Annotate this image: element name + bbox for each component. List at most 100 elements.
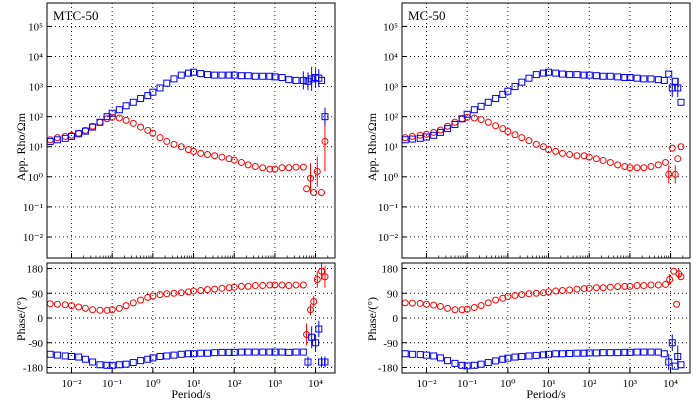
data-point xyxy=(626,164,634,172)
data-point xyxy=(149,88,157,96)
data-point xyxy=(53,134,61,142)
data-point xyxy=(75,303,83,311)
data-point xyxy=(606,158,614,166)
data-point xyxy=(237,158,245,166)
data-point xyxy=(599,349,607,357)
data-point xyxy=(321,273,329,281)
data-point xyxy=(539,289,547,297)
data-point xyxy=(477,102,485,110)
data-point xyxy=(237,348,245,356)
data-point xyxy=(430,301,438,309)
data-point xyxy=(299,281,307,289)
data-point xyxy=(647,281,655,289)
data-point xyxy=(647,348,655,356)
data-point xyxy=(580,152,588,160)
data-point xyxy=(285,282,293,290)
data-point xyxy=(444,122,452,130)
data-point xyxy=(225,284,233,292)
data-point xyxy=(451,359,459,367)
x-tick-label: 10⁴ xyxy=(663,378,678,390)
data-point xyxy=(470,304,478,312)
data-point xyxy=(558,149,566,157)
data-point xyxy=(518,134,526,142)
data-point xyxy=(640,75,648,83)
data-point xyxy=(621,74,629,82)
data-point xyxy=(156,134,164,142)
data-point xyxy=(230,348,238,356)
data-point xyxy=(163,137,171,145)
data-point xyxy=(321,358,329,366)
data-point xyxy=(470,106,478,114)
data-point xyxy=(499,125,507,133)
series-yx xyxy=(401,68,685,144)
y-tick-label: 10⁻¹ xyxy=(378,202,398,214)
data-point xyxy=(463,305,471,313)
data-point xyxy=(211,71,219,79)
x-tick-label: 10² xyxy=(227,378,242,390)
data-point xyxy=(259,164,267,172)
data-point xyxy=(633,164,641,172)
data-point xyxy=(266,72,274,80)
data-point xyxy=(674,155,682,163)
phase-plot-mtc-50: 10⁻² 10⁻¹ 10⁰ 10¹ 10² 10³ 10⁴ 180 90 0 -90 -180 xyxy=(23,262,336,390)
data-point xyxy=(251,163,259,171)
data-point xyxy=(552,350,560,358)
data-point xyxy=(525,74,533,82)
station-title: MTC-50 xyxy=(53,8,99,23)
data-point xyxy=(115,361,123,369)
data-point xyxy=(292,163,300,171)
data-point xyxy=(585,349,593,357)
data-point xyxy=(310,298,318,305)
phase-y-axis-label: Phase/(°) xyxy=(14,297,28,341)
data-point xyxy=(626,74,634,82)
data-point xyxy=(477,302,485,310)
data-point xyxy=(470,361,478,369)
data-point xyxy=(444,304,452,312)
data-point xyxy=(614,161,622,169)
data-point xyxy=(244,161,252,169)
data-point xyxy=(308,75,316,83)
x-tick-label: 10⁻¹ xyxy=(457,378,477,390)
data-point xyxy=(539,69,547,77)
data-point xyxy=(674,84,682,92)
data-point xyxy=(444,125,452,133)
data-point xyxy=(46,300,54,308)
data-point xyxy=(654,161,662,169)
data-point xyxy=(251,72,259,80)
data-point xyxy=(525,352,533,360)
data-point xyxy=(518,353,526,360)
data-point xyxy=(163,290,171,298)
data-point xyxy=(163,352,171,360)
data-point xyxy=(408,350,416,358)
phase-plot-frame xyxy=(401,262,691,374)
x-axis-label: Period/s xyxy=(171,387,211,401)
data-point xyxy=(592,349,600,357)
y-tick-label: -180 xyxy=(23,363,44,375)
data-point xyxy=(422,133,430,141)
data-point xyxy=(53,351,61,359)
data-point xyxy=(677,143,685,151)
data-point xyxy=(67,353,75,360)
data-point xyxy=(573,285,581,293)
data-point xyxy=(313,276,321,283)
panel-mc-50: App. Rho/Ωm Phase/(°) Period/s 10⁻²10⁻¹1… xyxy=(365,2,691,401)
data-point xyxy=(292,76,300,84)
data-point xyxy=(321,137,329,145)
data-point xyxy=(211,152,219,160)
data-point xyxy=(115,114,123,122)
x-axis-label: Period/s xyxy=(526,387,566,401)
data-point xyxy=(122,116,130,124)
data-point xyxy=(197,70,205,78)
data-point xyxy=(271,73,279,81)
data-point xyxy=(532,289,540,297)
data-point xyxy=(61,132,69,140)
data-point xyxy=(545,350,553,358)
data-point xyxy=(177,350,185,358)
data-point xyxy=(599,72,607,80)
data-point xyxy=(484,98,492,106)
data-point xyxy=(647,163,655,171)
data-point xyxy=(129,299,137,307)
data-point xyxy=(184,69,192,77)
data-point xyxy=(190,68,198,76)
